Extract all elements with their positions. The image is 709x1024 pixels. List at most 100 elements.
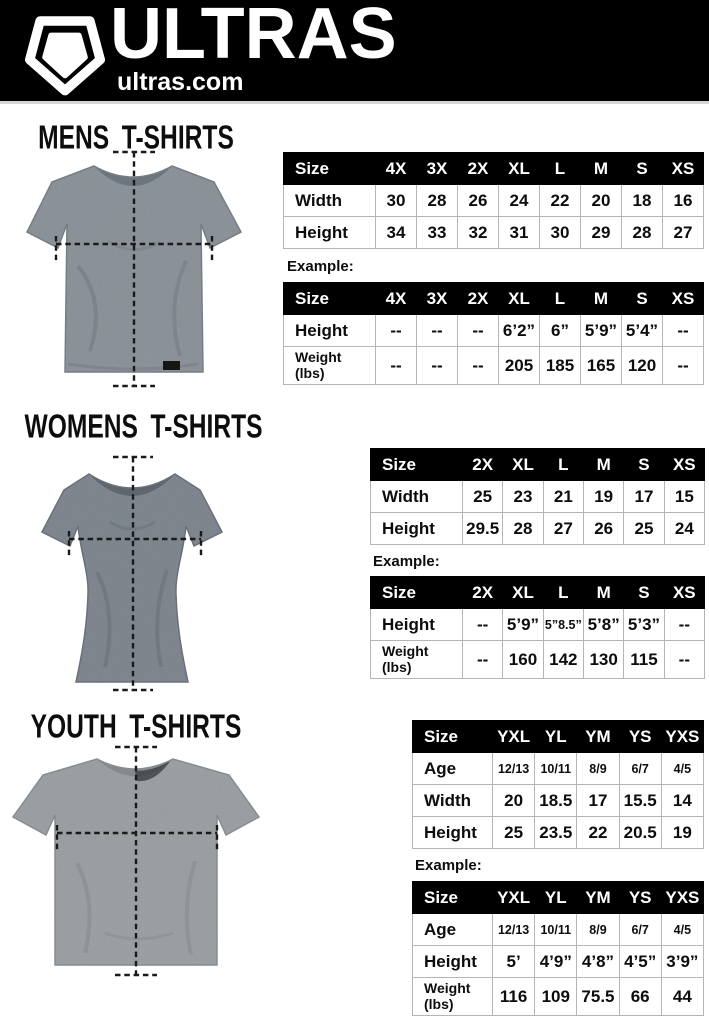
size-column-header: XS	[663, 448, 706, 481]
size-column-header: YXL	[491, 720, 536, 753]
mens-example-table: Size 4X 3X 2X XL L M S XS Height -- -- -- 6’2” 6” 5’9” 5…	[283, 282, 704, 385]
row-label: Weight (lbs)	[412, 977, 493, 1016]
brand-header: ULTRAS ultras.com	[0, 0, 709, 104]
value-cell: 3’9”	[660, 945, 705, 978]
value-cell: 44	[660, 977, 705, 1016]
value-cell: 5’3”	[623, 608, 665, 641]
value-cell: 6”	[539, 314, 581, 347]
size-column-header: S	[621, 282, 663, 315]
size-column-header: XL	[498, 152, 540, 185]
size-column-header: YXS	[660, 881, 705, 914]
size-column-header: 2X	[457, 152, 499, 185]
youth-section-title: YOUTH T-SHIRTS	[30, 709, 242, 746]
value-cell: 29.5	[461, 512, 504, 545]
table-header-row: Size 2X XL L M S XS	[370, 576, 706, 609]
value-cell: 10/11	[534, 752, 578, 785]
row-label: Height	[283, 314, 376, 347]
value-cell: 116	[491, 977, 536, 1016]
youth-shirt-image	[11, 745, 261, 977]
size-column-header: YL	[534, 720, 578, 753]
value-cell: 12/13	[491, 913, 536, 946]
value-cell: 5”8.5”	[542, 608, 584, 641]
size-header-cell: Size	[283, 152, 376, 185]
value-cell: 24	[498, 184, 540, 217]
value-cell: 205	[498, 346, 540, 385]
value-cell: --	[457, 314, 499, 347]
size-header-cell: Size	[412, 720, 493, 753]
value-cell: 29	[580, 216, 622, 249]
mens-size-table: Size 4X 3X 2X XL L M S XS Width 30 28 26 24 22 20 18 16 He…	[283, 152, 704, 249]
size-column-header: 3X	[416, 152, 458, 185]
row-label: Height	[370, 512, 463, 545]
value-cell: 10/11	[534, 913, 578, 946]
value-cell: 5’9”	[502, 608, 544, 641]
value-cell: --	[461, 640, 504, 679]
value-cell: 15	[663, 480, 706, 513]
value-cell: --	[416, 314, 458, 347]
table-row: Weight (lbs) -- 160 142 130 115 --	[370, 640, 706, 679]
size-column-header: YM	[576, 720, 620, 753]
measurement-lines	[54, 150, 214, 388]
youth-size-table: Size YXL YL YM YS YXS Age 12/13 10/11 8/9 6/7 4/5 Wi…	[412, 720, 705, 849]
size-column-header: S	[621, 152, 663, 185]
value-cell: --	[375, 314, 417, 347]
size-column-header: YL	[534, 881, 578, 914]
value-cell: 34	[375, 216, 417, 249]
value-cell: 8/9	[576, 913, 620, 946]
value-cell: 14	[660, 784, 705, 817]
table-row: Weight (lbs) 116 109 75.5 66 44	[412, 977, 705, 1016]
value-cell: 25	[623, 512, 665, 545]
table-header-row: Size 2X XL L M S XS	[370, 448, 706, 481]
value-cell: 25	[461, 480, 504, 513]
value-cell: 15.5	[618, 784, 662, 817]
row-label: Height	[412, 945, 493, 978]
value-cell: 19	[582, 480, 625, 513]
size-column-header: XS	[662, 282, 704, 315]
mens-example-label: Example:	[287, 258, 354, 275]
value-cell: --	[662, 314, 704, 347]
row-label: Width	[283, 184, 376, 217]
size-column-header: YXS	[660, 720, 705, 753]
value-cell: 24	[663, 512, 706, 545]
size-column-header: L	[539, 282, 581, 315]
brand-site-url: ultras.com	[117, 68, 244, 96]
value-cell: 109	[534, 977, 578, 1016]
value-cell: 18.5	[534, 784, 578, 817]
womens-shirt-image	[40, 455, 224, 692]
size-header-cell: Size	[370, 576, 463, 609]
value-cell: 30	[375, 184, 417, 217]
table-header-row: Size 4X 3X 2X XL L M S XS	[283, 152, 704, 185]
size-column-header: XS	[662, 152, 704, 185]
size-column-header: M	[582, 576, 625, 609]
value-cell: 75.5	[576, 977, 620, 1016]
value-cell: 16	[662, 184, 704, 217]
size-column-header: XL	[502, 576, 544, 609]
value-cell: 25	[491, 816, 536, 849]
value-cell: --	[375, 346, 417, 385]
value-cell: 32	[457, 216, 499, 249]
value-cell: 26	[582, 512, 625, 545]
value-cell: 165	[580, 346, 622, 385]
table-row: Weight (lbs) -- -- -- 205 185 165 120 --	[283, 346, 704, 385]
value-cell: 27	[662, 216, 704, 249]
value-cell: 142	[542, 640, 584, 679]
table-row: Height -- -- -- 6’2” 6” 5’9” 5’4” --	[283, 314, 704, 347]
table-row: Width 30 28 26 24 22 20 18 16	[283, 184, 704, 217]
table-header-row: Size YXL YL YM YS YXS	[412, 720, 705, 753]
table-row: Height 34 33 32 31 30 29 28 27	[283, 216, 704, 249]
size-column-header: 3X	[416, 282, 458, 315]
hem-tag	[163, 361, 180, 370]
table-row: Age 12/13 10/11 8/9 6/7 4/5	[412, 913, 705, 946]
value-cell: 26	[457, 184, 499, 217]
size-column-header: YS	[618, 720, 662, 753]
size-header-cell: Size	[370, 448, 463, 481]
size-column-header: L	[539, 152, 581, 185]
size-column-header: YM	[576, 881, 620, 914]
value-cell: 18	[621, 184, 663, 217]
value-cell: 27	[542, 512, 584, 545]
size-column-header: 4X	[375, 152, 417, 185]
value-cell: 28	[416, 184, 458, 217]
pentagon-shield-icon	[25, 16, 105, 96]
value-cell: 4/5	[660, 913, 705, 946]
value-cell: 33	[416, 216, 458, 249]
